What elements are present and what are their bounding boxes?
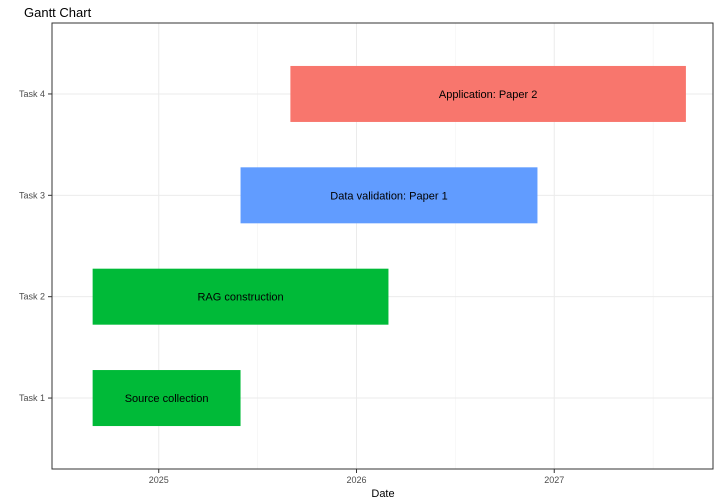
- x-axis: 2025 2026 2027: [149, 469, 564, 485]
- y-tick-label: Task 2: [19, 292, 45, 302]
- x-tick-label: 2025: [149, 475, 169, 485]
- task-bar-label: RAG construction: [197, 292, 283, 304]
- y-axis: Task 1 Task 2 Task 3 Task 4: [19, 89, 52, 403]
- plot-panel-border: [51, 22, 714, 470]
- task-bar: [240, 167, 538, 224]
- task-bar: [290, 65, 686, 122]
- x-axis-label: Date: [371, 488, 394, 500]
- y-tick-label: Task 1: [19, 393, 45, 403]
- y-tick-label: Task 3: [19, 190, 45, 200]
- x-tick-label: 2027: [544, 475, 564, 485]
- task-bar-label: Source collection: [125, 393, 209, 405]
- task-bars: [92, 65, 686, 427]
- task-bar: [92, 370, 241, 427]
- y-tick-label: Task 4: [19, 89, 45, 99]
- task-bar: [92, 268, 389, 325]
- task-bar-label: Data validation: Paper 1: [330, 190, 447, 202]
- task-bar-label: Application: Paper 2: [439, 89, 537, 101]
- task-bar-labels: Source collection RAG construction Data va…: [125, 89, 538, 405]
- chart-title: Gantt Chart: [24, 5, 92, 20]
- x-tick-label: 2026: [346, 475, 366, 485]
